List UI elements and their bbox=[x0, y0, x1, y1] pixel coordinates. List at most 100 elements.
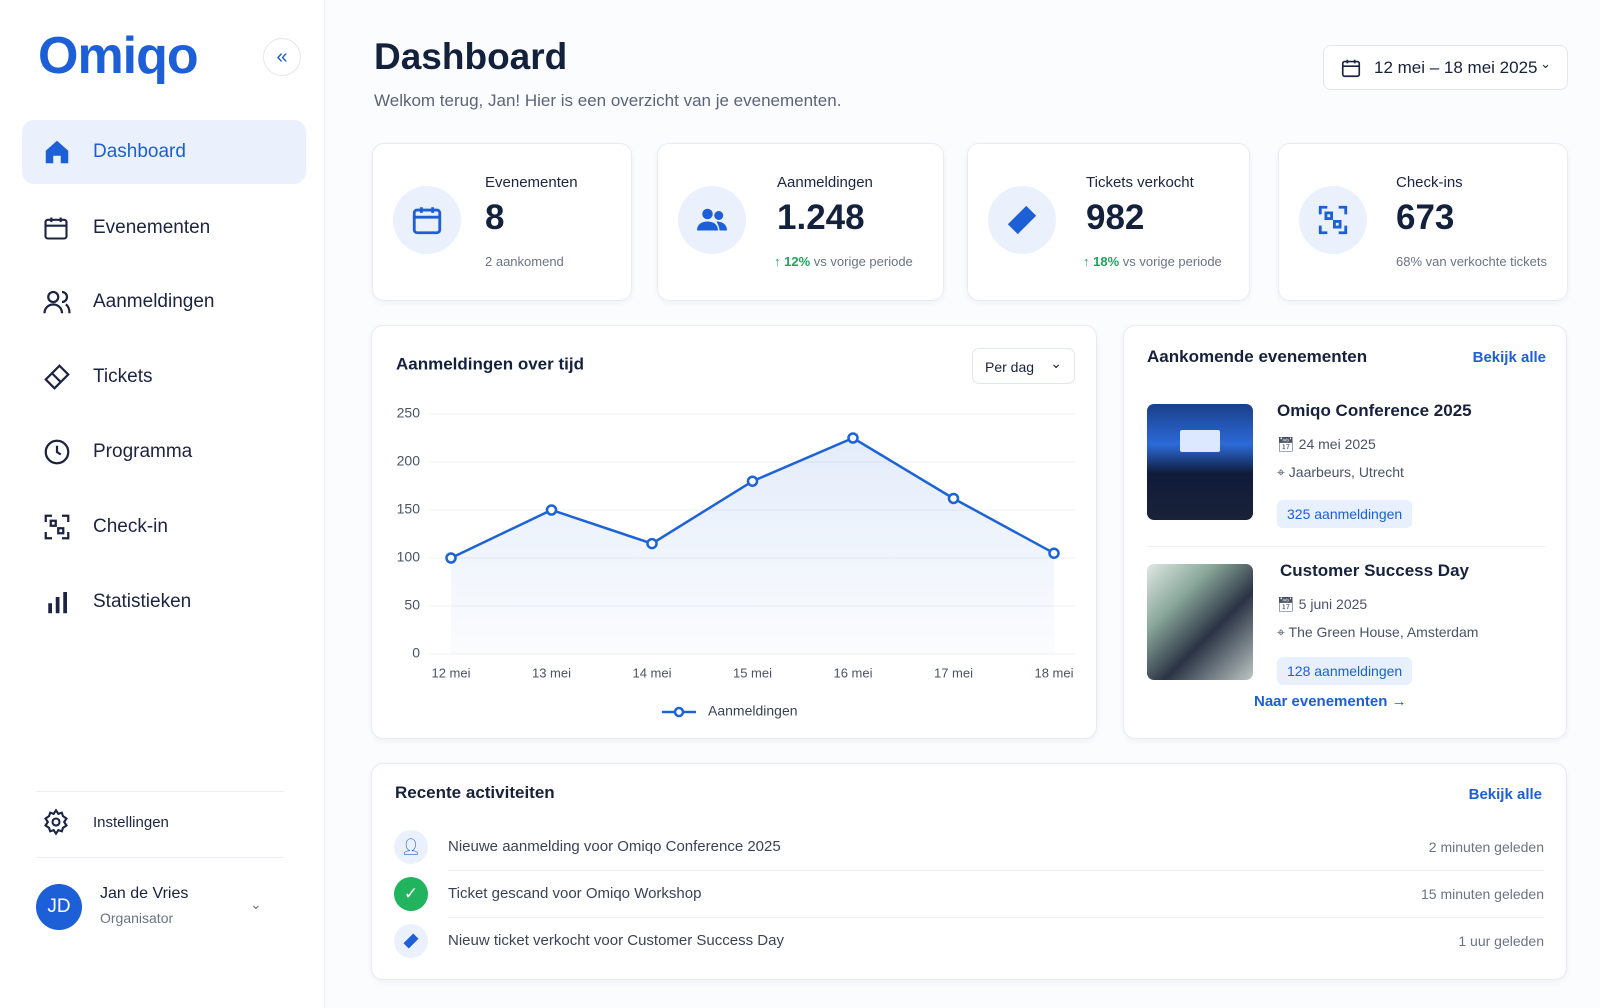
legend-marker bbox=[673, 706, 685, 718]
page-subtitle: Welkom terug, Jan! Hier is een overzicht… bbox=[374, 91, 842, 110]
x-tick-label: 17 mei bbox=[934, 665, 973, 680]
stat-note: vs vorige periode bbox=[813, 254, 913, 269]
stat-card: Check-ins 673 68% van verkochte tickets bbox=[1278, 143, 1568, 301]
collapse-button[interactable]: « bbox=[263, 38, 301, 76]
divider bbox=[36, 791, 284, 792]
nav-item[interactable]: Programma bbox=[22, 420, 306, 484]
stat-label: Aanmeldingen bbox=[777, 174, 873, 191]
nav-label: Instellingen bbox=[93, 813, 169, 831]
date-range: 12 mei – 18 mei 2025 bbox=[1374, 57, 1538, 77]
events-link[interactable]: Naar evenementen → bbox=[1254, 693, 1407, 710]
activity-text: Nieuw ticket verkocht voor Customer Succ… bbox=[448, 932, 784, 949]
x-tick-label: 16 mei bbox=[833, 665, 872, 680]
stat-card: Tickets verkocht 982 ↑ 18% vs vorige per… bbox=[967, 143, 1250, 301]
event-location: The Green House, Amsterdam bbox=[1288, 624, 1479, 640]
activity-row: ✓ Ticket gescand voor Omiqo Workshop 15 mi… bbox=[372, 871, 1568, 917]
nav-item[interactable]: Check-in bbox=[22, 495, 306, 559]
event-date: 5 juni 2025 bbox=[1298, 596, 1368, 612]
event-name[interactable]: Omiqo Conference 2025 bbox=[1277, 401, 1472, 420]
chart-card: Aanmeldingen over tijd 0 50 100 150 200 250 12… bbox=[371, 325, 1097, 739]
point bbox=[1048, 547, 1060, 559]
y-tick-label: 250 bbox=[397, 405, 421, 421]
view-all-link[interactable]: Bekijk alle bbox=[1472, 349, 1546, 366]
activity-time: 2 minuten geleden bbox=[1428, 839, 1544, 855]
area bbox=[451, 438, 1054, 654]
user-role: Organisator bbox=[100, 910, 174, 926]
settings[interactable]: Instellingen bbox=[22, 790, 306, 854]
registrations-badge: 325 aanmeldingen bbox=[1277, 500, 1413, 528]
activities-card: Recente activiteiten Bekijk alle 👤︎ Nieuw… bbox=[371, 763, 1567, 980]
nav-label: Aanmeldingen bbox=[93, 291, 215, 312]
sidebar: Omiqo « Dashboard Evenementen Aanmelding… bbox=[0, 0, 325, 1008]
nav-label: Tickets bbox=[93, 366, 153, 387]
point bbox=[947, 492, 960, 505]
event-name[interactable]: Customer Success Day bbox=[1280, 561, 1469, 580]
stat-note: 2 aankomend bbox=[485, 254, 564, 269]
date-picker[interactable]: 12 mei – 18 mei 2025 ⌄ bbox=[1323, 45, 1568, 90]
y-tick-label: 50 bbox=[404, 597, 420, 613]
point bbox=[847, 432, 859, 444]
period-select[interactable]: Per dag ⌄ bbox=[972, 348, 1075, 384]
point bbox=[545, 504, 558, 516]
x-tick-label: 18 mei bbox=[1034, 665, 1073, 680]
y-tick-label: 100 bbox=[397, 549, 421, 565]
card-title: Recente activiteiten bbox=[395, 783, 555, 802]
nav-label: Evenementen bbox=[93, 217, 211, 238]
nav-item[interactable]: Evenementen bbox=[22, 196, 306, 260]
activity-time: 15 minuten geleden bbox=[1421, 886, 1544, 902]
stat-value: 982 bbox=[1086, 198, 1145, 237]
card-title: Aankomende evenementen bbox=[1147, 347, 1368, 366]
nav-item[interactable]: Statistieken bbox=[22, 570, 306, 634]
upcoming-card: Aankomende evenementen Bekijk alle Omiqo… bbox=[1123, 325, 1567, 739]
logo[interactable]: Omiqo bbox=[38, 27, 199, 85]
activity-time: 1 uur geleden bbox=[1458, 933, 1544, 949]
activity-text: Ticket gescand voor Omiqo Workshop bbox=[448, 885, 702, 902]
y-tick-label: 150 bbox=[397, 501, 421, 517]
x-tick-label: 15 mei bbox=[733, 665, 772, 680]
legend-label: Aanmeldingen bbox=[708, 703, 798, 719]
chart: Aanmeldingen over tijd 0 50 100 150 200 250 12… bbox=[396, 354, 1075, 719]
y-tick-label: 0 bbox=[412, 645, 420, 661]
nav-label: Check-in bbox=[93, 516, 168, 537]
stat-note: vs vorige periode bbox=[1122, 254, 1222, 269]
user-name: Jan de Vries bbox=[100, 885, 189, 902]
nav-item[interactable]: Aanmeldingen bbox=[22, 270, 306, 334]
stat-change: 12% bbox=[784, 254, 811, 269]
nav-label: Statistieken bbox=[93, 591, 192, 612]
nav-label: Programma bbox=[93, 441, 193, 462]
registrations-badge: 128 aanmeldingen bbox=[1277, 657, 1413, 685]
event-image bbox=[1147, 404, 1253, 520]
view-all-link[interactable]: Bekijk alle bbox=[1468, 786, 1542, 803]
point bbox=[746, 475, 759, 487]
x-tick-label: 14 mei bbox=[632, 665, 671, 680]
activity-text: Nieuwe aanmelding voor Omiqo Conference … bbox=[448, 838, 781, 855]
user-menu[interactable]: ⌄ bbox=[250, 896, 262, 912]
stat-label: Evenementen bbox=[485, 174, 578, 191]
stat-value: 1.248 bbox=[777, 198, 865, 237]
chart-title: Aanmeldingen over tijd bbox=[396, 354, 584, 373]
activity-row: Nieuw ticket verkocht voor Customer Succ… bbox=[372, 918, 1568, 964]
event-image bbox=[1147, 564, 1253, 680]
stat-label: Check-ins bbox=[1396, 174, 1463, 191]
stat-card: Evenementen 8 2 aankomend bbox=[372, 143, 632, 301]
period-label: Per dag bbox=[985, 359, 1035, 375]
avatar[interactable]: JD bbox=[36, 884, 82, 930]
stat-value: 673 bbox=[1396, 198, 1455, 237]
event-date: 24 mei 2025 bbox=[1298, 436, 1376, 452]
divider bbox=[1147, 546, 1545, 547]
divider bbox=[36, 857, 284, 858]
stat-note: 68% van verkochte tickets bbox=[1396, 254, 1548, 269]
y-tick-label: 200 bbox=[397, 453, 421, 469]
x-tick-label: 13 mei bbox=[532, 665, 571, 680]
x-tick-label: 12 mei bbox=[431, 665, 470, 680]
nav-label: Dashboard bbox=[93, 141, 186, 162]
event-location: Jaarbeurs, Utrecht bbox=[1288, 464, 1404, 480]
nav-item[interactable]: Tickets bbox=[22, 345, 306, 409]
stat-value: 8 bbox=[485, 198, 505, 237]
page-title: Dashboard bbox=[374, 36, 568, 77]
point bbox=[646, 537, 658, 550]
stat-label: Tickets verkocht bbox=[1086, 174, 1194, 191]
activity-row: 👤︎ Nieuwe aanmelding voor Omiqo Conferenc… bbox=[372, 824, 1568, 870]
nav-item[interactable]: Dashboard bbox=[22, 120, 306, 184]
